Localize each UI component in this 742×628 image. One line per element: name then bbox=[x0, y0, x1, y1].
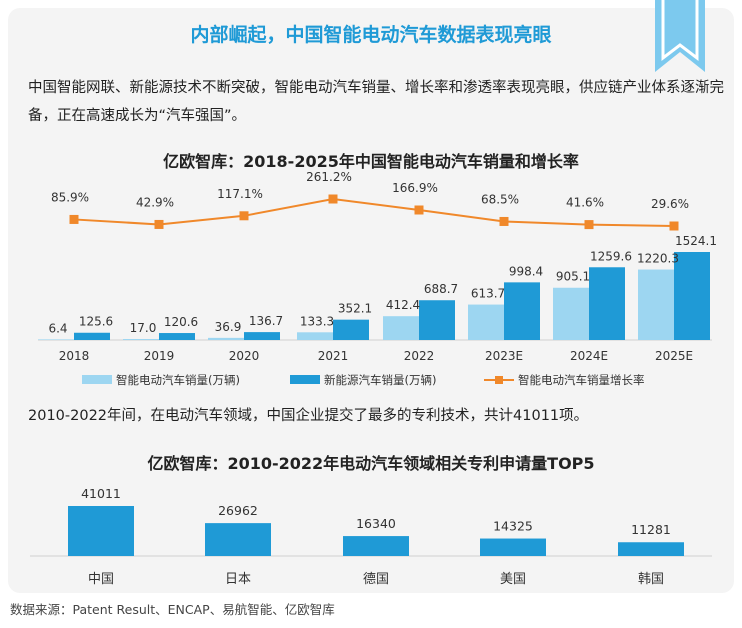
bar-smart-ev-sales bbox=[383, 316, 419, 340]
patent-chart: 41011 中国 26962 日本 16340 德国 14325 美国 11281 韩国 bbox=[30, 486, 712, 587]
bar-smart-ev-sales bbox=[638, 269, 674, 340]
x-tick-label: 2022 bbox=[404, 349, 435, 363]
patent-bar-label: 14325 bbox=[493, 519, 533, 534]
growth-rate-label: 85.9% bbox=[51, 190, 89, 204]
source-note: 数据来源：Patent Result、ENCAP、易航智能、亿欧智库 bbox=[10, 602, 335, 617]
patent-bar bbox=[68, 506, 134, 556]
x-tick-label: 2024E bbox=[570, 349, 608, 363]
country-label: 韩国 bbox=[638, 572, 664, 587]
bar-nev-sales bbox=[504, 282, 540, 340]
legend-label-nev: 新能源汽车销量(万辆) bbox=[324, 373, 436, 387]
bar-label-smart-ev: 613.7 bbox=[471, 287, 505, 301]
bar-smart-ev-sales bbox=[38, 339, 74, 340]
bar-label-nev: 136.7 bbox=[249, 314, 283, 328]
bar-label-nev: 352.1 bbox=[338, 302, 372, 316]
bar-label-smart-ev: 17.0 bbox=[130, 321, 157, 335]
x-tick-label: 2023E bbox=[485, 349, 523, 363]
growth-rate-point bbox=[328, 194, 338, 204]
bar-nev-sales bbox=[159, 333, 195, 340]
growth-rate-label: 29.6% bbox=[651, 197, 689, 211]
country-label: 德国 bbox=[363, 572, 389, 587]
bar-label-smart-ev: 133.3 bbox=[300, 314, 334, 328]
legend-label-growth: 智能电动汽车销量增长率 bbox=[518, 373, 645, 387]
growth-rate-label: 261.2% bbox=[306, 170, 352, 184]
patent-bar bbox=[343, 536, 409, 556]
growth-rate-point bbox=[669, 221, 679, 231]
bar-smart-ev-sales bbox=[468, 304, 504, 340]
legend-swatch-growth-marker bbox=[495, 376, 503, 384]
patent-bar bbox=[618, 542, 684, 556]
patent-paragraph: 2010-2022年间，在电动汽车领域，中国企业提交了最多的专利技术，共计410… bbox=[28, 408, 589, 424]
patent-bar-label: 11281 bbox=[631, 522, 671, 537]
bar-nev-sales bbox=[674, 252, 710, 340]
bar-label-smart-ev: 1220.3 bbox=[637, 252, 679, 266]
bar-label-nev: 998.4 bbox=[509, 264, 543, 278]
legend-label-smart-ev: 智能电动汽车销量(万辆) bbox=[116, 373, 240, 387]
country-label: 中国 bbox=[88, 572, 114, 587]
patent-bar bbox=[480, 538, 546, 556]
growth-rate-label: 41.6% bbox=[566, 196, 604, 210]
growth-rate-point bbox=[239, 211, 249, 221]
bar-smart-ev-sales bbox=[553, 287, 589, 340]
growth-rate-point bbox=[69, 214, 79, 224]
bar-label-nev: 125.6 bbox=[79, 315, 113, 329]
patent-bar-label: 26962 bbox=[218, 503, 258, 518]
growth-rate-point bbox=[414, 205, 424, 215]
country-label: 日本 bbox=[225, 572, 251, 587]
sales-growth-chart: 6.4 125.6 2018 17.0 120.6 2019 36.9 136.7 2020 13… bbox=[38, 170, 717, 387]
page-title: 内部崛起，中国智能电动汽车数据表现亮眼 bbox=[190, 24, 552, 46]
bookmark-icon bbox=[655, 0, 705, 72]
bar-label-nev: 1259.6 bbox=[590, 249, 632, 263]
patent-bar-label: 16340 bbox=[356, 516, 396, 531]
growth-rate-point bbox=[154, 219, 164, 229]
patent-chart-title: 亿欧智库：2010-2022年电动汽车领域相关专利申请量TOP5 bbox=[147, 454, 595, 473]
x-tick-label: 2025E bbox=[655, 349, 693, 363]
bar-nev-sales bbox=[74, 332, 110, 340]
legend-swatch-nev bbox=[290, 375, 320, 384]
bar-label-nev: 1524.1 bbox=[675, 234, 717, 248]
patent-bar bbox=[205, 523, 271, 556]
legend-swatch-smart-ev bbox=[82, 375, 112, 384]
bar-nev-sales bbox=[333, 319, 369, 340]
bar-smart-ev-sales bbox=[123, 339, 159, 340]
bar-nev-sales bbox=[244, 332, 280, 340]
bar-nev-sales bbox=[419, 300, 455, 340]
bar-nev-sales bbox=[589, 267, 625, 340]
growth-rate-label: 117.1% bbox=[217, 187, 263, 201]
x-tick-label: 2020 bbox=[229, 349, 260, 363]
bar-label-smart-ev: 36.9 bbox=[215, 320, 242, 334]
x-tick-label: 2019 bbox=[144, 349, 175, 363]
sales-chart-title: 亿欧智库：2018-2025年中国智能电动汽车销量和增长率 bbox=[163, 152, 579, 171]
bar-label-smart-ev: 6.4 bbox=[48, 321, 67, 335]
growth-rate-point bbox=[499, 216, 509, 226]
bar-label-nev: 120.6 bbox=[164, 315, 198, 329]
patent-bar-label: 41011 bbox=[81, 486, 121, 501]
bar-smart-ev-sales bbox=[208, 337, 244, 340]
bar-smart-ev-sales bbox=[297, 332, 333, 340]
x-tick-label: 2021 bbox=[318, 349, 349, 363]
growth-rate-label: 68.5% bbox=[481, 192, 519, 206]
bar-label-smart-ev: 905.1 bbox=[556, 270, 590, 284]
x-tick-label: 2018 bbox=[59, 349, 90, 363]
growth-rate-label: 42.9% bbox=[136, 195, 174, 209]
intro-paragraph: 中国智能网联、新能源技术不断突破，智能电动汽车销量、增长率和渗透率表现亮眼，供应… bbox=[28, 80, 724, 124]
bar-label-nev: 688.7 bbox=[424, 282, 458, 296]
bar-label-smart-ev: 412.4 bbox=[386, 298, 420, 312]
growth-rate-line bbox=[73, 197, 675, 227]
country-label: 美国 bbox=[500, 572, 526, 587]
growth-rate-point bbox=[584, 220, 594, 230]
growth-rate-label: 166.9% bbox=[392, 181, 438, 195]
